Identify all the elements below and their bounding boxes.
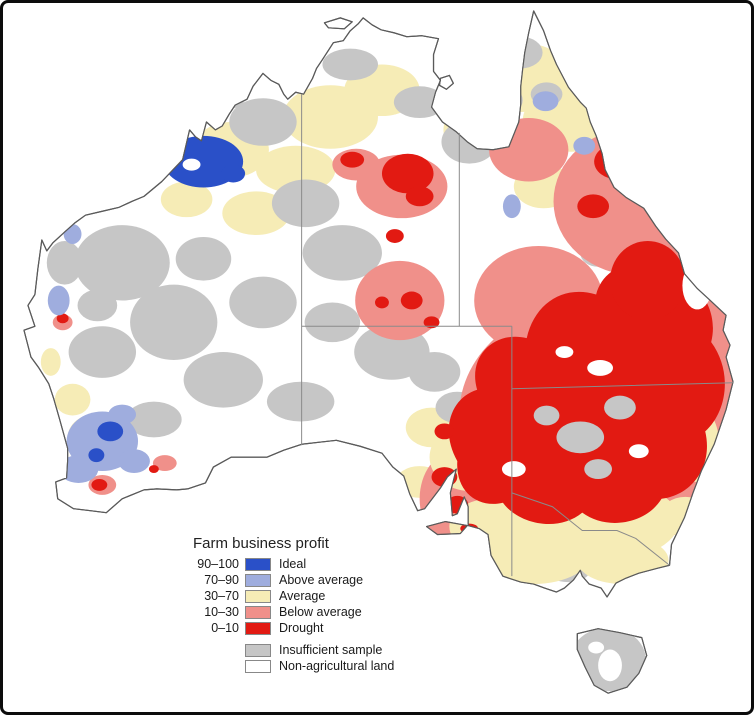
- profit-regions: [40, 36, 733, 692]
- legend-item-below-average: 10–30 Below average: [191, 604, 394, 620]
- legend-swatch-ideal: [245, 557, 271, 571]
- legend: Farm business profit 90–100 Ideal 70–90 …: [191, 535, 394, 674]
- legend-label: Ideal: [279, 557, 307, 571]
- legend-range: 10–30: [204, 605, 239, 619]
- coastline: [23, 10, 734, 694]
- legend-label: Below average: [279, 605, 362, 619]
- legend-range: 0–10: [211, 621, 239, 635]
- legend-swatch-average: [245, 589, 271, 603]
- legend-range: 30–70: [204, 589, 239, 603]
- legend-swatch-below-average: [245, 605, 271, 619]
- legend-label: Non-agricultural land: [279, 659, 395, 673]
- insufficient-sample-overlay-regions: [533, 395, 636, 479]
- legend-item-non-agricultural: Non-agricultural land: [191, 658, 394, 674]
- legend-label: Above average: [279, 573, 364, 587]
- legend-item-above-average: 70–90 Above average: [191, 572, 394, 588]
- legend-label: Drought: [279, 621, 324, 635]
- legend-label: Insufficient sample: [279, 643, 383, 657]
- legend-label: Average: [279, 589, 326, 603]
- insufficient-sample-regions: [46, 36, 646, 692]
- legend-item-average: 30–70 Average: [191, 588, 394, 604]
- legend-swatch-above-average: [245, 573, 271, 587]
- australia-farm-profit-map: [23, 10, 734, 694]
- legend-item-insufficient-sample: Insufficient sample: [191, 642, 394, 658]
- legend-range: 70–90: [204, 573, 239, 587]
- legend-swatch-non-agricultural: [245, 659, 271, 673]
- legend-title: Farm business profit: [193, 535, 329, 552]
- legend-swatch-drought: [245, 621, 271, 635]
- non-agricultural-patches: [182, 158, 713, 682]
- legend-swatch-insufficient-sample: [245, 643, 271, 657]
- legend-range: 90–100: [197, 557, 239, 571]
- legend-item-ideal: 90–100 Ideal: [191, 556, 394, 572]
- state-borders: [301, 94, 734, 577]
- legend-item-drought: 0–10 Drought: [191, 620, 394, 636]
